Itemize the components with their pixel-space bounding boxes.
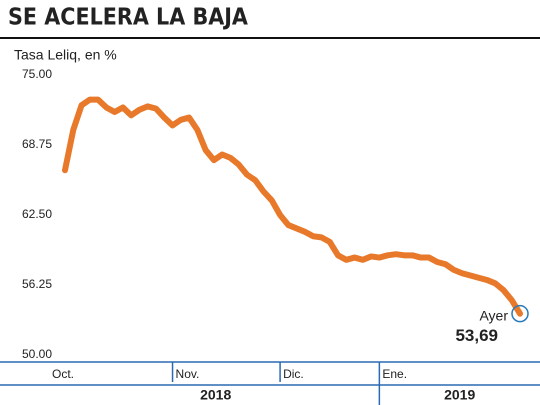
x-tick-label: Ene.	[382, 367, 407, 381]
year-label: 2018	[200, 387, 231, 403]
x-tick-label: Dic.	[283, 367, 304, 381]
y-tick-label: 50.00	[22, 347, 52, 361]
chart-title: SE ACELERA LA BAJA	[8, 5, 248, 31]
y-tick-label: 68.75	[22, 137, 52, 151]
x-tick-label: Oct.	[52, 367, 74, 381]
y-tick-label: 75.00	[22, 67, 52, 81]
y-tick-label: 56.25	[22, 277, 52, 291]
y-tick-label: 62.50	[22, 207, 52, 221]
last-point	[511, 304, 529, 323]
x-tick-label: Nov.	[176, 367, 200, 381]
subtitle: Tasa Leliq, en %	[14, 47, 117, 63]
value-label: 53,69	[455, 326, 498, 345]
annotation: Ayer	[479, 307, 508, 323]
year-label: 2019	[444, 387, 475, 403]
data-line	[62, 96, 523, 317]
